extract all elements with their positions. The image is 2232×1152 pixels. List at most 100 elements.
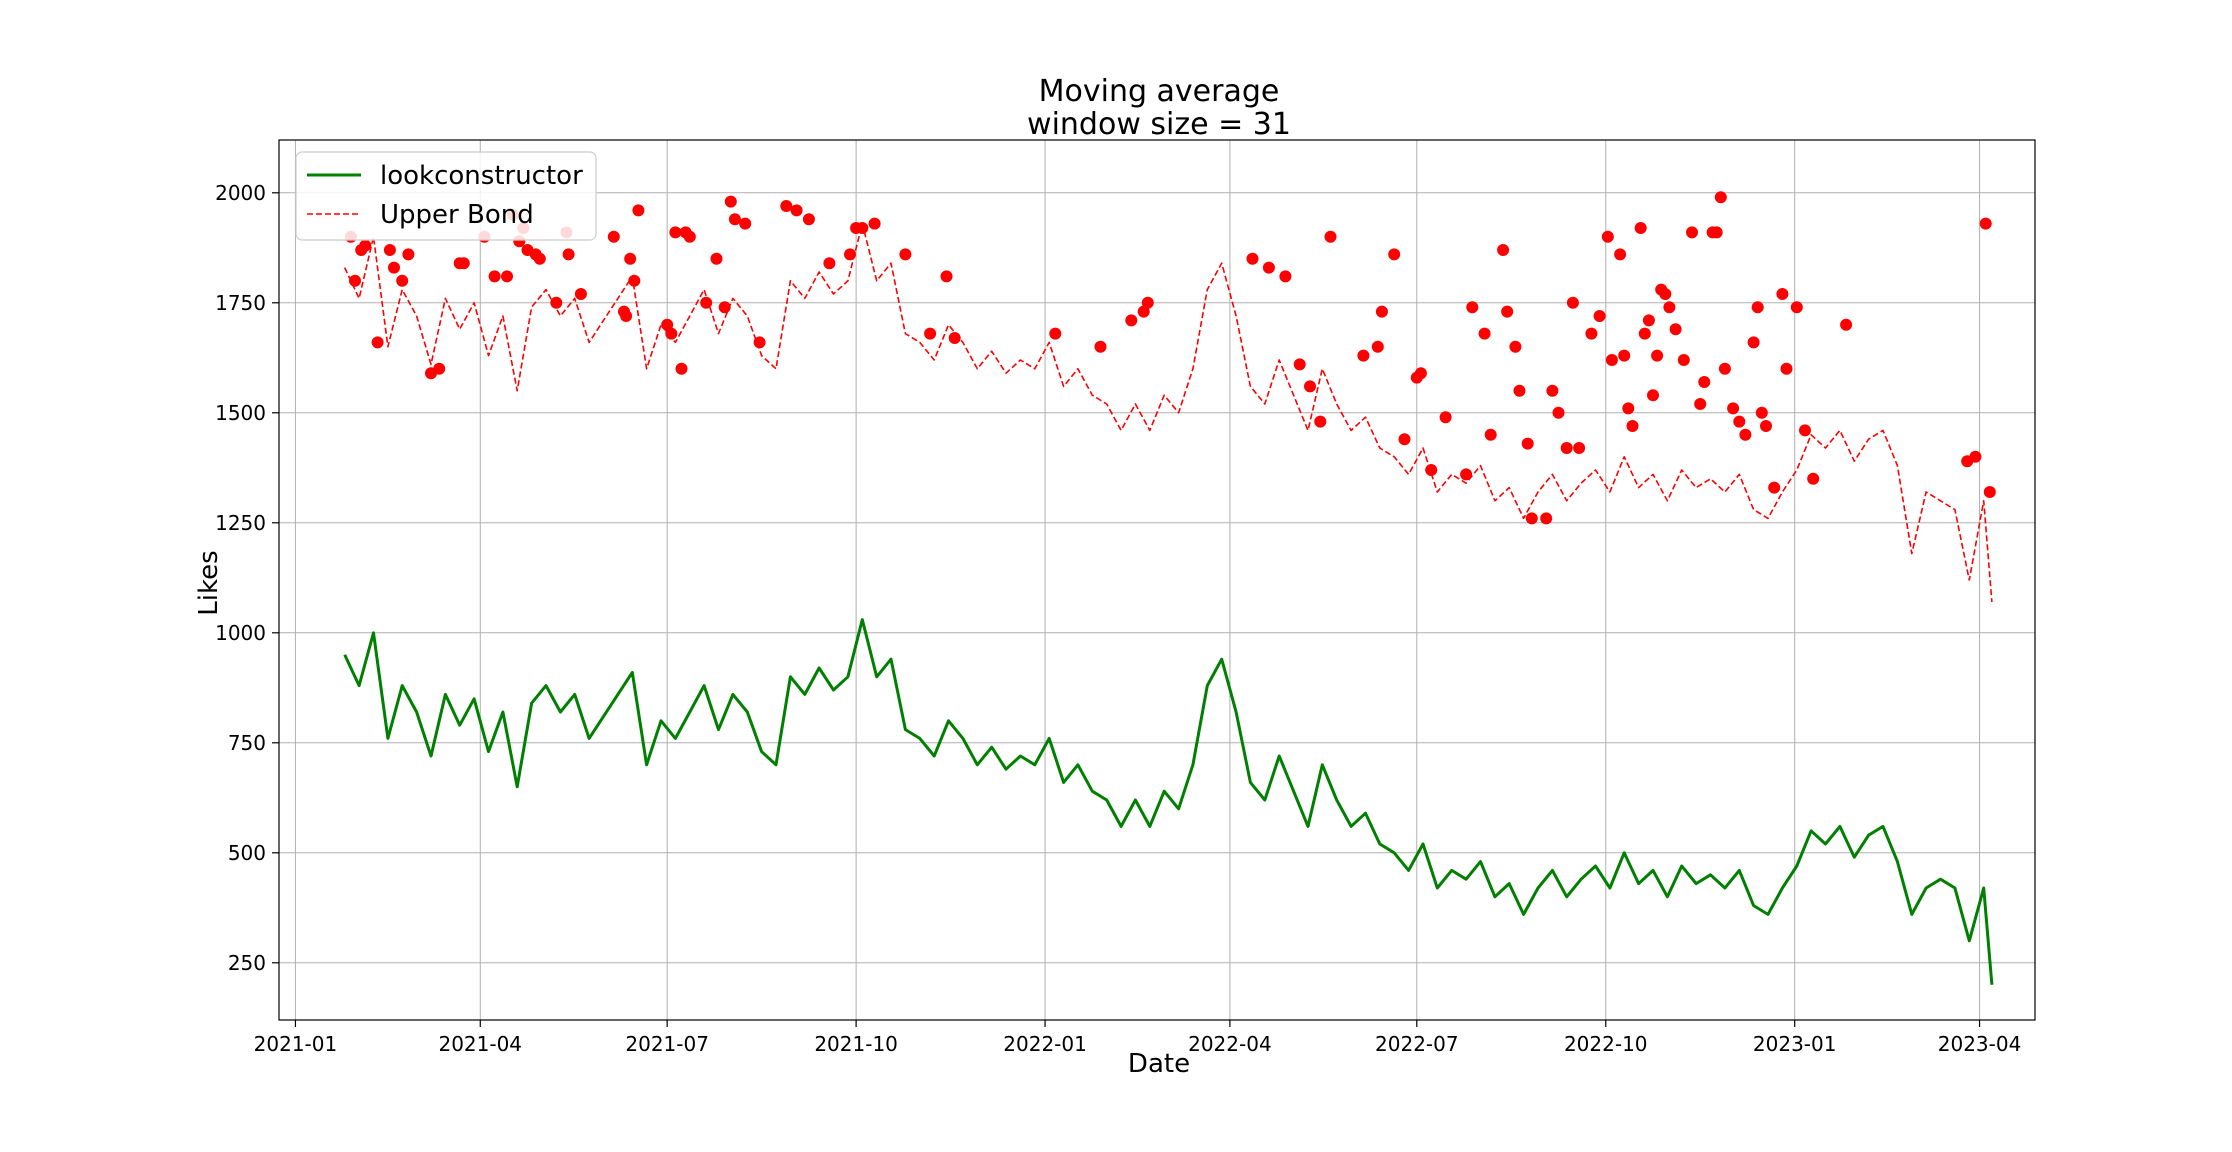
- outlier-point: [1614, 248, 1627, 261]
- y-tick-label: 1000: [215, 621, 266, 645]
- outlier-point: [1304, 380, 1316, 393]
- outlier-point: [669, 226, 682, 239]
- outlier-point: [1375, 305, 1388, 318]
- outlier-point: [1324, 230, 1337, 243]
- outlier-point: [1807, 472, 1820, 485]
- outlier-point: [823, 257, 836, 270]
- outlier-point: [1651, 349, 1664, 362]
- outlier-point: [780, 200, 793, 212]
- outlier-point: [1659, 288, 1672, 300]
- series-line-lookconstructor: [343, 618, 1994, 985]
- outlier-point: [1593, 310, 1606, 322]
- outlier-point: [1733, 415, 1746, 428]
- outlier-point: [1540, 512, 1553, 525]
- scatter-layer: [344, 191, 1996, 525]
- outlier-point: [790, 204, 803, 217]
- outlier-point: [1279, 270, 1292, 283]
- outlier-point: [1718, 362, 1731, 375]
- outlier-point: [1566, 296, 1579, 309]
- outlier-point: [802, 213, 815, 226]
- outlier-point: [1513, 384, 1526, 397]
- outlier-point: [1618, 349, 1631, 362]
- outlier-point: [1388, 248, 1401, 261]
- outlier-point: [550, 296, 563, 309]
- outlier-point: [1776, 288, 1789, 300]
- outlier-point: [1546, 384, 1559, 397]
- outlier-point: [1601, 230, 1614, 243]
- outlier-point: [574, 288, 587, 300]
- legend-label-upper-bond: Upper Bond: [380, 200, 534, 230]
- outlier-point: [1357, 349, 1370, 362]
- outlier-point: [383, 244, 396, 256]
- outlier-point: [1677, 354, 1690, 366]
- x-tick-label: 2022-01: [1003, 1032, 1087, 1056]
- y-tick-label: 1750: [215, 291, 266, 315]
- outlier-point: [388, 261, 400, 274]
- outlier-point: [844, 248, 856, 261]
- outlier-point: [1137, 305, 1150, 318]
- outlier-point: [1622, 402, 1635, 415]
- outlier-point: [1125, 314, 1138, 327]
- chart-subtitle: window size = 31: [1027, 107, 1291, 142]
- y-tick-label: 500: [228, 841, 266, 865]
- x-tick-label: 2021-10: [814, 1032, 898, 1056]
- x-tick-label: 2021-07: [625, 1032, 709, 1056]
- outlier-point: [1790, 301, 1803, 314]
- outlier-point: [1560, 442, 1573, 454]
- x-tick-label: 2021-04: [438, 1032, 522, 1056]
- outlier-point: [359, 239, 372, 252]
- plot-frame: [278, 139, 2036, 1021]
- x-axis-title: Date: [1128, 1049, 1190, 1079]
- outlier-point: [1371, 340, 1384, 353]
- outlier-point: [1780, 362, 1793, 375]
- outlier-point: [1755, 406, 1768, 419]
- outlier-point: [1246, 252, 1259, 265]
- outlier-point: [1525, 512, 1538, 525]
- outlier-point: [1626, 420, 1639, 432]
- outlier-point: [868, 217, 881, 230]
- outlier-point: [1094, 340, 1107, 353]
- outlier-point: [1521, 437, 1534, 450]
- outlier-point: [1969, 450, 1982, 463]
- grid: [279, 140, 2035, 1020]
- outlier-point: [724, 195, 737, 208]
- outlier-point: [1398, 433, 1411, 446]
- outlier-point: [349, 274, 361, 287]
- outlier-point: [402, 248, 415, 261]
- outlier-point: [1694, 398, 1707, 410]
- outlier-point: [1293, 358, 1306, 371]
- y-tick-label: 2000: [215, 181, 266, 205]
- outlier-point: [607, 230, 620, 243]
- outlier-point: [1647, 389, 1659, 402]
- outlier-point: [856, 222, 869, 234]
- y-axis-title: Likes: [194, 550, 224, 615]
- outlier-point: [1425, 464, 1438, 476]
- outlier-point: [739, 217, 752, 230]
- outlier-point: [624, 252, 637, 265]
- outlier-point: [1979, 217, 1992, 230]
- outlier-point: [1501, 305, 1514, 318]
- outlier-point: [1497, 244, 1510, 256]
- outlier-point: [948, 332, 961, 344]
- outlier-point: [1760, 420, 1772, 432]
- outlier-point: [1768, 481, 1781, 494]
- outlier-point: [1751, 301, 1764, 314]
- outlier-point: [1840, 318, 1853, 331]
- outlier-point: [533, 252, 546, 265]
- series-line-upper-bond: [343, 222, 1993, 603]
- outlier-point: [632, 204, 645, 217]
- outlier-point: [710, 252, 723, 265]
- y-tick-label: 250: [228, 951, 266, 975]
- outlier-point: [924, 327, 937, 340]
- outlier-point: [683, 230, 696, 243]
- outlier-point: [1747, 336, 1760, 349]
- outlier-point: [433, 362, 446, 375]
- outlier-point: [371, 336, 384, 349]
- outlier-point: [1509, 340, 1522, 353]
- outlier-point: [1460, 468, 1473, 481]
- x-axis-ticks: 2021-01 2021-04 2021-07 2021-10 2022-01 2022-…: [254, 1020, 2021, 1056]
- outlier-point: [1585, 327, 1598, 340]
- outlier-point: [501, 270, 513, 283]
- outlier-point: [1638, 327, 1651, 340]
